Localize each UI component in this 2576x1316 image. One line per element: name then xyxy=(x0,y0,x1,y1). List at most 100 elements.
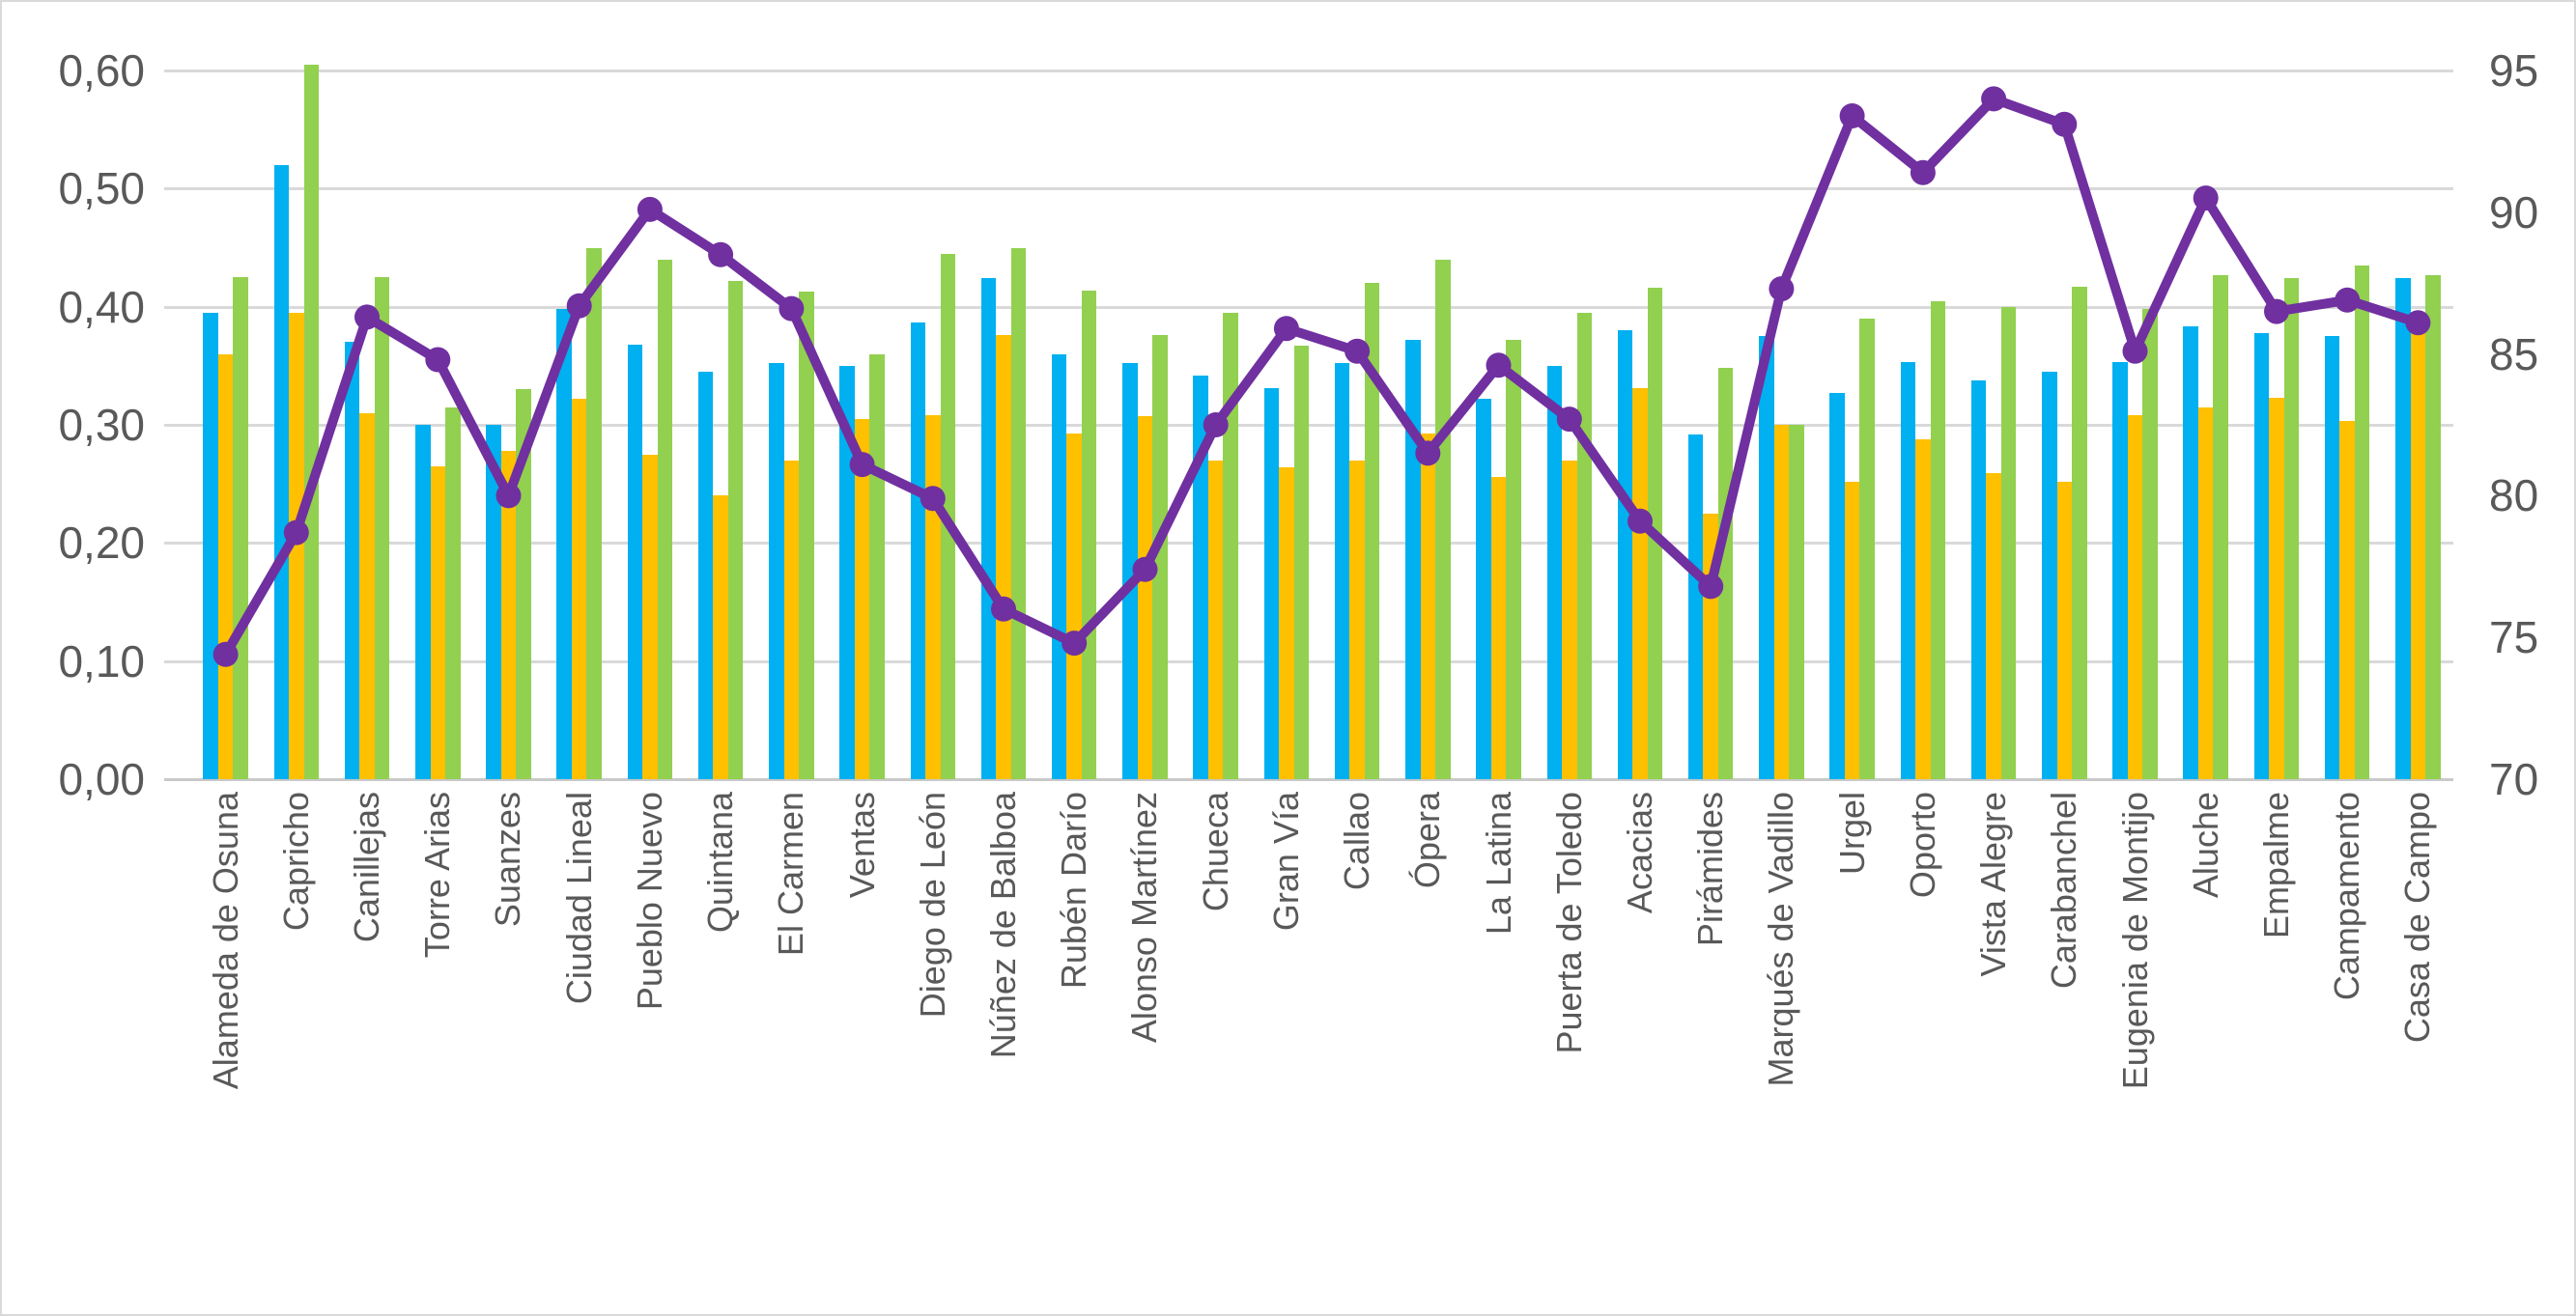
x-axis-label: Empalme xyxy=(2255,792,2296,939)
bar-green xyxy=(1506,339,1521,779)
x-axis-label: Alonso Martínez xyxy=(1124,792,1165,1044)
y-axis-label-right: 95 xyxy=(2489,45,2539,96)
y-axis-label-left: 0,00 xyxy=(58,754,145,804)
bar-yellow xyxy=(1562,460,1577,779)
bar-green xyxy=(799,291,814,779)
bar-blue xyxy=(486,425,501,779)
bar-yellow xyxy=(1349,460,1365,779)
bar-green xyxy=(516,389,531,779)
data-point xyxy=(1273,316,1299,342)
bar-blue xyxy=(2112,362,2128,779)
bar-blue xyxy=(1051,353,1067,779)
x-axis-label: Pueblo Nuevo xyxy=(629,792,669,1011)
bar-blue xyxy=(627,344,643,779)
bar-green xyxy=(1717,368,1734,779)
gridline xyxy=(164,70,2453,72)
bar-green xyxy=(1010,247,1027,779)
x-axis-label: La Latina xyxy=(1478,792,1518,936)
y-axis-label-right: 75 xyxy=(2489,612,2539,663)
bar-yellow xyxy=(2197,406,2214,779)
bar-green xyxy=(1435,259,1451,779)
data-point xyxy=(2122,338,2148,364)
data-point xyxy=(425,347,451,373)
data-point xyxy=(1839,103,1865,128)
data-point xyxy=(920,486,946,512)
bar-blue xyxy=(910,322,926,779)
bar-yellow xyxy=(359,412,375,779)
data-point xyxy=(991,596,1016,622)
data-point xyxy=(1062,630,1088,657)
bar-yellow xyxy=(1915,438,1931,779)
bar-green xyxy=(2072,286,2087,779)
bar-blue xyxy=(344,342,360,779)
gridline xyxy=(164,305,2453,309)
bar-yellow xyxy=(1490,476,1507,779)
x-axis-label: Núñez de Balboa xyxy=(983,792,1024,1059)
data-point xyxy=(1981,86,2007,112)
bar-green xyxy=(727,280,744,779)
data-point xyxy=(2193,185,2219,211)
bar-yellow xyxy=(289,312,304,779)
x-axis-label: Torre Arias xyxy=(417,792,458,959)
bar-yellow xyxy=(1066,433,1082,779)
bar-blue xyxy=(2042,371,2057,779)
bar-green xyxy=(2000,306,2017,779)
bar-blue xyxy=(2395,278,2411,779)
bar-blue xyxy=(697,371,714,779)
bar-yellow xyxy=(854,418,870,779)
bar-blue xyxy=(1122,363,1138,779)
data-point xyxy=(708,241,734,267)
x-axis-label: Oporto xyxy=(1902,792,1942,899)
bar-yellow xyxy=(1137,416,1153,779)
data-point xyxy=(637,196,663,222)
y-axis-label-right: 70 xyxy=(2489,754,2539,804)
bar-yellow xyxy=(713,495,728,779)
bar-yellow xyxy=(1986,473,2001,779)
x-axis-label: Callao xyxy=(1337,792,1377,891)
bar-green xyxy=(657,259,673,779)
bar-green xyxy=(2425,274,2441,779)
bar-blue xyxy=(980,278,997,779)
bar-blue xyxy=(273,164,290,779)
y-axis-label-left: 0,40 xyxy=(58,281,145,332)
bar-yellow xyxy=(2127,415,2143,779)
bar-green xyxy=(2213,274,2228,779)
data-point xyxy=(1769,276,1795,302)
y-axis-label-right: 85 xyxy=(2489,328,2539,379)
data-point xyxy=(778,295,805,322)
bar-yellow xyxy=(1207,460,1224,779)
x-axis-label: Ciudad Lineal xyxy=(558,792,599,1005)
bar-blue xyxy=(1193,375,1208,779)
bar-green xyxy=(2142,309,2158,779)
bar-green xyxy=(1081,290,1097,779)
bar-yellow xyxy=(783,460,800,779)
bar-green xyxy=(1293,346,1310,779)
x-axis-label: Marqués de Vadillo xyxy=(1761,792,1801,1087)
bar-blue xyxy=(2253,332,2270,779)
x-axis-label: Casa de Campo xyxy=(2397,792,2438,1044)
bar-blue xyxy=(1970,379,1987,779)
x-axis-label: Ventas xyxy=(841,792,882,899)
x-axis-label: El Carmen xyxy=(771,792,811,957)
bar-blue xyxy=(1687,434,1704,779)
bar-blue xyxy=(1263,388,1280,779)
bar-blue xyxy=(203,312,218,779)
data-point xyxy=(1628,508,1653,534)
y-axis-label-left: 0,60 xyxy=(58,45,145,96)
x-axis-line xyxy=(164,778,2453,781)
bar-yellow xyxy=(1279,467,1294,779)
bar-green xyxy=(1152,335,1168,779)
data-point xyxy=(1698,574,1724,600)
bar-blue xyxy=(1546,365,1563,779)
data-point xyxy=(1486,352,1512,378)
bar-blue xyxy=(1334,363,1350,779)
data-point xyxy=(212,641,239,667)
x-axis-label: Pirámides xyxy=(1690,792,1731,947)
bar-yellow xyxy=(2410,318,2426,779)
data-point xyxy=(495,483,522,509)
bar-green xyxy=(1930,300,1946,779)
bar-yellow xyxy=(430,465,446,779)
data-point xyxy=(1556,406,1582,433)
data-point xyxy=(1910,159,1936,185)
